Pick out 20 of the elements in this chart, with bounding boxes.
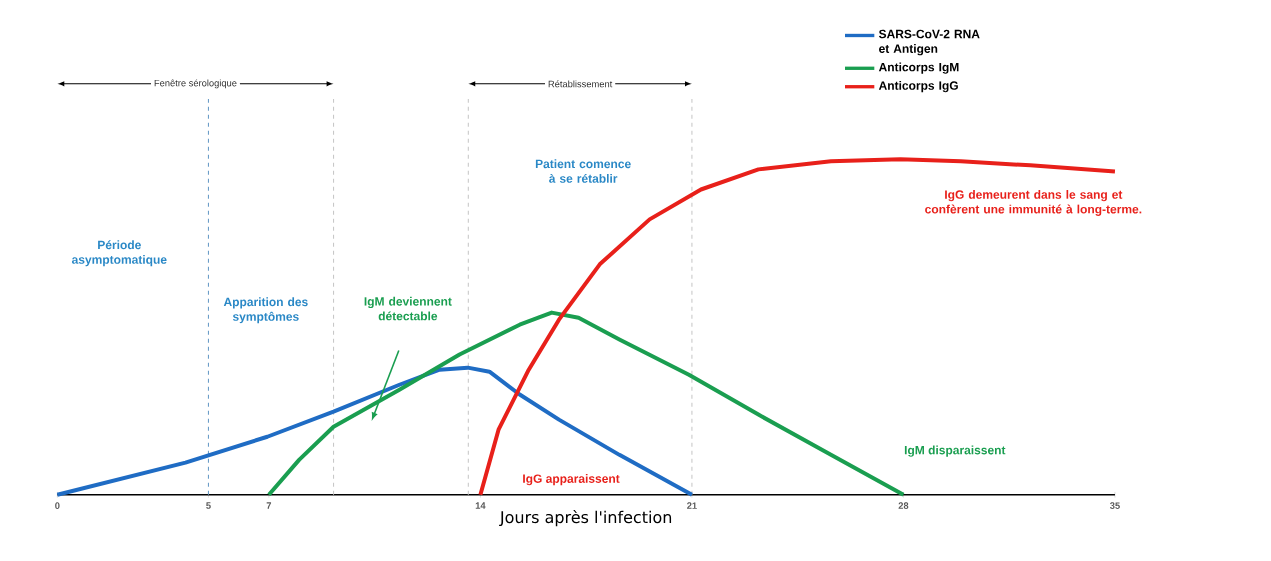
- annotation: Patient comence à se rétablir: [535, 159, 631, 183]
- x-axis-title: Jours après l'infection: [499, 509, 672, 527]
- x-tick-label: 28: [898, 502, 909, 509]
- legend-label: SARS-CoV-2 RNA et Antigen: [878, 29, 980, 56]
- text: Rétablissement: [548, 80, 613, 88]
- x-tick-label: 35: [1109, 502, 1120, 509]
- annotation: IgG demeurent dans le sang et confèrent une immunité à long-terme.: [925, 189, 1142, 216]
- x-tick-label: 5: [206, 502, 211, 509]
- x-tick-label: 21: [687, 502, 697, 509]
- text: Fenêtre sérologique: [154, 79, 237, 89]
- annotation: IgM deviennent détectable: [364, 296, 452, 321]
- legend-label: Anticorps IgM: [878, 62, 959, 74]
- x-tick-label: 14: [475, 502, 486, 509]
- annotation: Apparition des symptômes: [223, 297, 308, 323]
- annotation: Période asymptomatique: [71, 240, 167, 266]
- x-tick-label: 0: [55, 502, 60, 509]
- annotation: IgM disparaissent: [904, 445, 1006, 457]
- x-tick-label: 7: [266, 502, 272, 509]
- annotation: IgG apparaissent: [523, 473, 620, 486]
- legend-label: Anticorps IgG: [878, 80, 958, 92]
